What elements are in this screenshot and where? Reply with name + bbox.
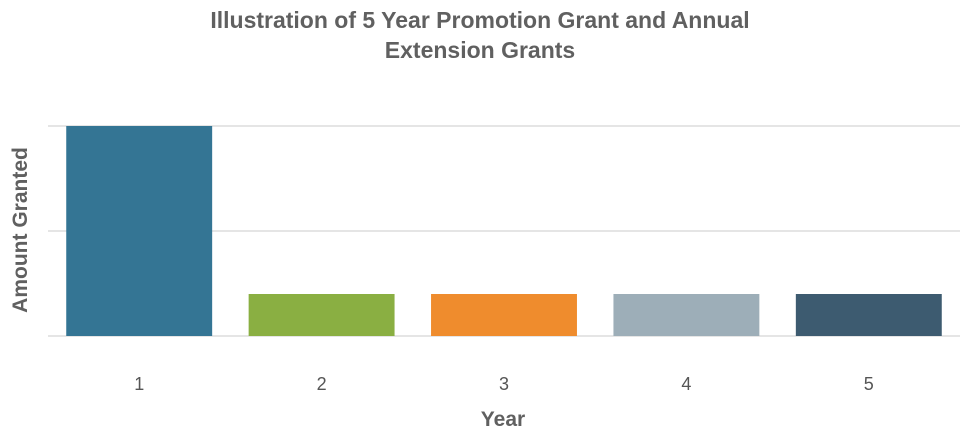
bars <box>66 126 942 336</box>
chart-title-line-1: Illustration of 5 Year Promotion Grant a… <box>210 7 750 33</box>
chart-title: Illustration of 5 Year Promotion Grant a… <box>0 5 960 65</box>
x-tick-labels: 1 2 3 4 5 <box>134 374 874 394</box>
bar-year-5 <box>795 294 942 336</box>
x-tick-label-4: 4 <box>681 374 691 394</box>
x-tick-label-2: 2 <box>317 374 327 394</box>
chart-title-line-2: Extension Grants <box>384 37 576 63</box>
x-tick-label-1: 1 <box>134 374 144 394</box>
x-axis-label: Year <box>481 408 525 431</box>
bar-year-2 <box>248 294 395 336</box>
y-axis-label: Amount Granted <box>9 147 32 313</box>
bar-year-3 <box>431 294 577 336</box>
x-tick-label-3: 3 <box>499 374 509 394</box>
bar-year-1 <box>66 126 213 336</box>
bar-year-4 <box>613 294 760 336</box>
x-tick-label-5: 5 <box>864 374 874 394</box>
